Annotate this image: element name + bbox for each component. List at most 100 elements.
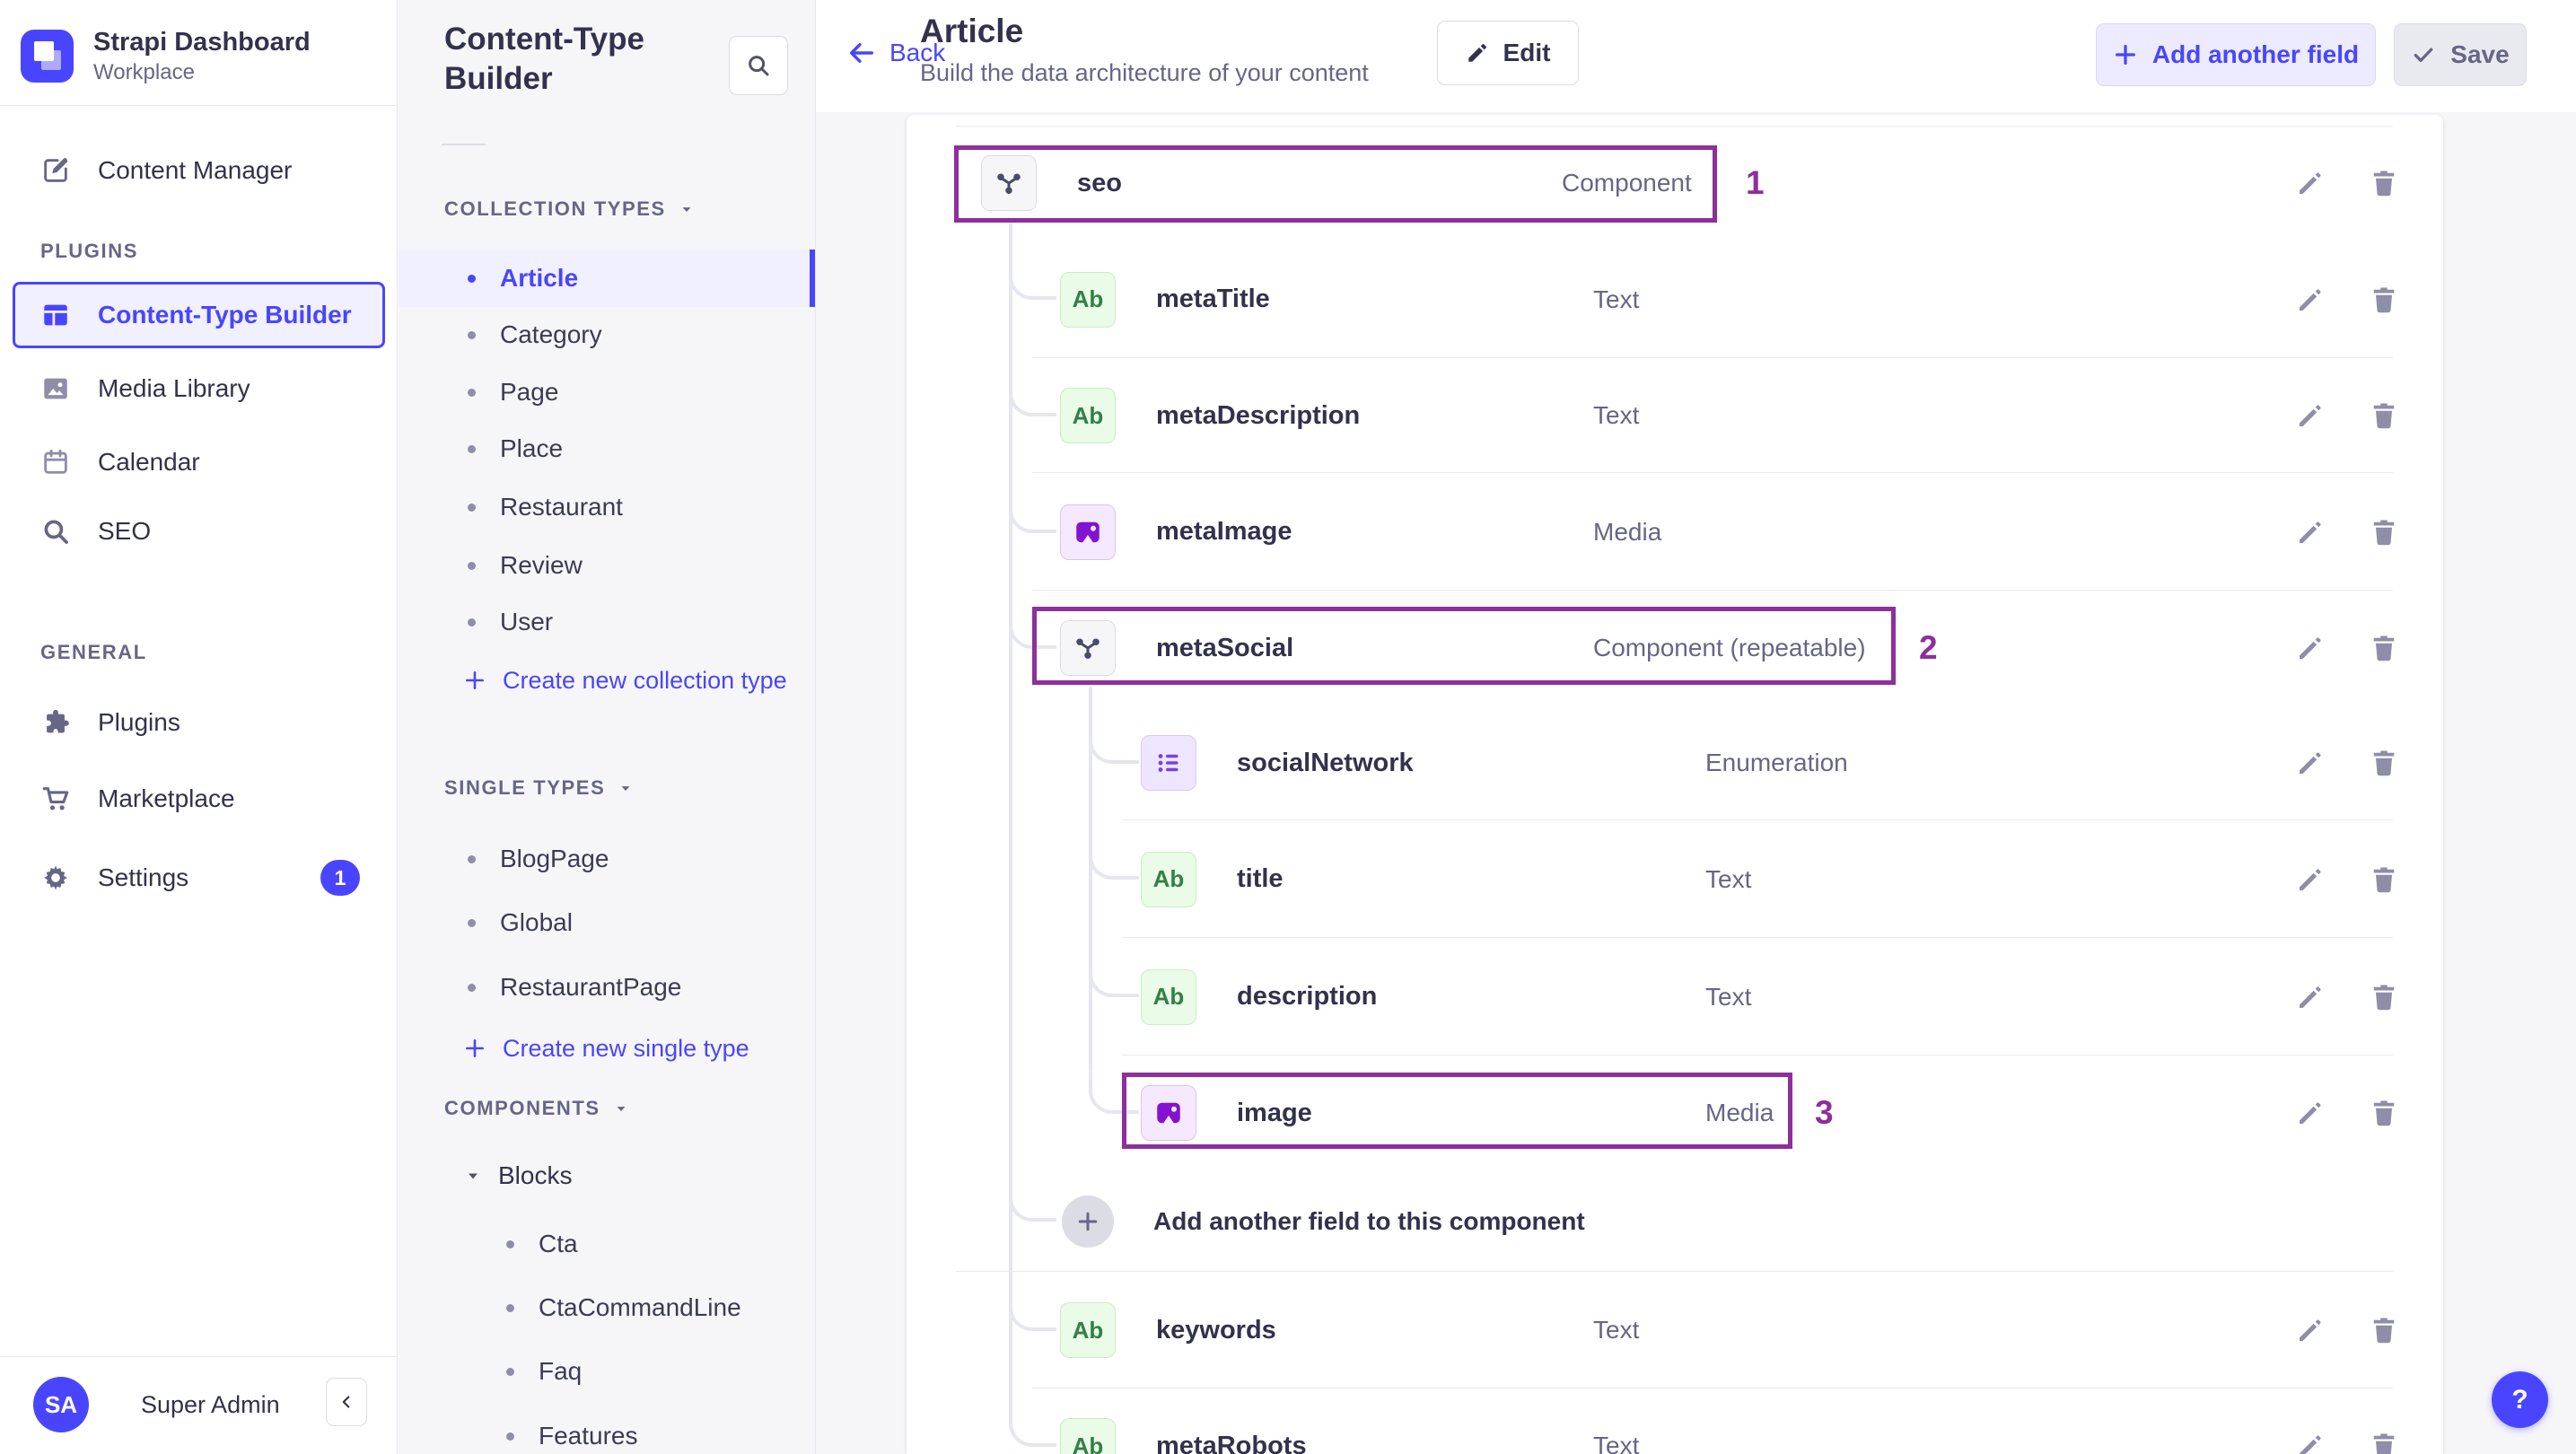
sidebar-item-plugins[interactable]: Plugins: [0, 694, 398, 751]
create-single-type-link[interactable]: Create new single type: [399, 1020, 815, 1077]
edit-field-button[interactable]: [2291, 743, 2330, 783]
field-row: 3 image Media: [907, 1055, 2443, 1170]
workspace-switcher[interactable]: Strapi Dashboard Workplace: [21, 27, 311, 85]
media-field-icon: [1060, 504, 1116, 560]
create-collection-type-link[interactable]: Create new collection type: [399, 652, 815, 709]
delete-field-button[interactable]: [2364, 1310, 2404, 1350]
divider: [1032, 590, 2393, 591]
edit-button[interactable]: Edit: [1437, 21, 1579, 85]
delete-field-button[interactable]: [2364, 1093, 2404, 1133]
edit-field-button[interactable]: [2291, 280, 2330, 320]
sidebar-item-label: Content Manager: [98, 156, 293, 184]
components-header[interactable]: COMPONENTS: [444, 1097, 629, 1120]
chevron-down-icon: [682, 207, 691, 212]
delete-field-button[interactable]: [2364, 280, 2404, 320]
subnav-item-faq[interactable]: Faq: [399, 1343, 815, 1400]
workspace-subtitle: Workplace: [93, 60, 195, 84]
save-button[interactable]: Save: [2394, 23, 2527, 86]
subnav-item-features[interactable]: Features: [399, 1407, 815, 1454]
delete-field-button[interactable]: [2364, 860, 2404, 899]
sidebar-item-settings[interactable]: Settings 1: [0, 849, 398, 907]
field-type: Media: [1593, 517, 1662, 546]
sidebar-item-label: Content-Type Builder: [98, 301, 352, 328]
bullet-icon: [468, 854, 476, 863]
divider: [1032, 357, 2393, 358]
subnav-item-restaurant[interactable]: Restaurant: [399, 478, 815, 536]
bullet-icon: [506, 1239, 514, 1248]
user-menu[interactable]: SA Super Admin: [0, 1369, 398, 1441]
subnav-item-restaurantpage[interactable]: RestaurantPage: [399, 959, 815, 1016]
field-name: metaSocial: [1156, 633, 1294, 662]
subnav-item-article[interactable]: Article: [399, 250, 815, 307]
field-name: metaTitle: [1156, 285, 1270, 313]
delete-field-button[interactable]: [2364, 628, 2404, 668]
delete-field-button[interactable]: [2364, 977, 2404, 1017]
plugins-section-label: PLUGINS: [40, 240, 138, 262]
sidebar-item-content-manager[interactable]: Content Manager: [0, 142, 398, 199]
field-type: Text: [1705, 982, 1752, 1011]
media-field-icon: [1141, 1085, 1196, 1141]
edit-field-button[interactable]: [2291, 396, 2330, 435]
subnav-item-global[interactable]: Global: [399, 894, 815, 951]
pencil-icon: [2300, 405, 2321, 426]
help-button[interactable]: ?: [2492, 1371, 2548, 1428]
delete-field-button[interactable]: [2364, 512, 2404, 552]
sidebar-item-marketplace[interactable]: Marketplace: [0, 770, 398, 828]
pencil-icon: [2300, 1102, 2321, 1124]
bullet-icon: [468, 918, 476, 927]
plus-circle-icon: [1062, 1195, 1114, 1248]
text-field-icon: Ab: [1060, 1418, 1116, 1454]
search-button[interactable]: [729, 36, 788, 95]
edit-field-button[interactable]: [2291, 1093, 2330, 1133]
subnav-item-blogpage[interactable]: BlogPage: [399, 830, 815, 888]
bullet-icon: [468, 618, 476, 626]
collapse-sidebar-button[interactable]: [326, 1378, 367, 1426]
bullet-icon: [468, 983, 476, 992]
edit-field-button[interactable]: [2291, 1310, 2330, 1350]
field-row: Ab title Text: [907, 820, 2443, 938]
back-link[interactable]: Back: [846, 38, 945, 68]
sidebar-item-label: Marketplace: [98, 784, 235, 812]
subnav-item-review[interactable]: Review: [399, 537, 815, 594]
trash-icon: [2373, 1433, 2395, 1454]
edit-field-button[interactable]: [2291, 1426, 2330, 1454]
add-field-to-component-button[interactable]: Add another field to this component: [907, 1170, 2443, 1272]
media-library-icon: [40, 373, 71, 404]
pencil-icon: [2300, 521, 2321, 543]
delete-field-button[interactable]: [2364, 396, 2404, 435]
subnav-item-category[interactable]: Category: [399, 306, 815, 364]
edit-field-button[interactable]: [2291, 860, 2330, 899]
trash-icon: [2373, 867, 2395, 892]
delete-field-button[interactable]: [2364, 163, 2404, 203]
plus-icon: [2115, 45, 2135, 65]
sidebar-item-seo[interactable]: SEO: [0, 503, 398, 560]
edit-field-button[interactable]: [2291, 628, 2330, 668]
main-sidebar: Strapi Dashboard Workplace Content Manag…: [0, 0, 398, 1454]
general-section-label: GENERAL: [40, 641, 147, 663]
field-name: socialNetwork: [1237, 748, 1414, 777]
component-group-blocks[interactable]: Blocks: [399, 1147, 815, 1204]
strapi-logo-icon: [21, 30, 74, 83]
subnav-item-place[interactable]: Place: [399, 420, 815, 477]
delete-field-button[interactable]: [2364, 743, 2404, 783]
edit-field-button[interactable]: [2291, 163, 2330, 203]
single-types-header[interactable]: SINGLE TYPES: [444, 776, 634, 800]
sidebar-item-media-library[interactable]: Media Library: [0, 360, 398, 417]
delete-field-button[interactable]: [2364, 1426, 2404, 1454]
subnav-item-page[interactable]: Page: [399, 364, 815, 421]
collection-types-header[interactable]: COLLECTION TYPES: [444, 197, 695, 221]
subnav-item-cta[interactable]: Cta: [399, 1215, 815, 1273]
field-row: Ab metaTitle Text: [907, 241, 2443, 358]
back-arrow-icon: [849, 43, 874, 63]
sidebar-item-calendar[interactable]: Calendar: [0, 434, 398, 491]
divider: [1122, 819, 2393, 820]
subnav-item-user[interactable]: User: [399, 593, 815, 651]
sidebar-item-content-type-builder[interactable]: Content-Type Builder: [13, 282, 385, 348]
field-name: description: [1237, 982, 1378, 1011]
divider: [442, 144, 486, 145]
trash-icon: [2373, 403, 2395, 429]
edit-field-button[interactable]: [2291, 977, 2330, 1017]
add-another-field-button[interactable]: Add another field: [2096, 23, 2376, 86]
subnav-item-ctacommandline[interactable]: CtaCommandLine: [399, 1279, 815, 1336]
edit-field-button[interactable]: [2291, 512, 2330, 552]
